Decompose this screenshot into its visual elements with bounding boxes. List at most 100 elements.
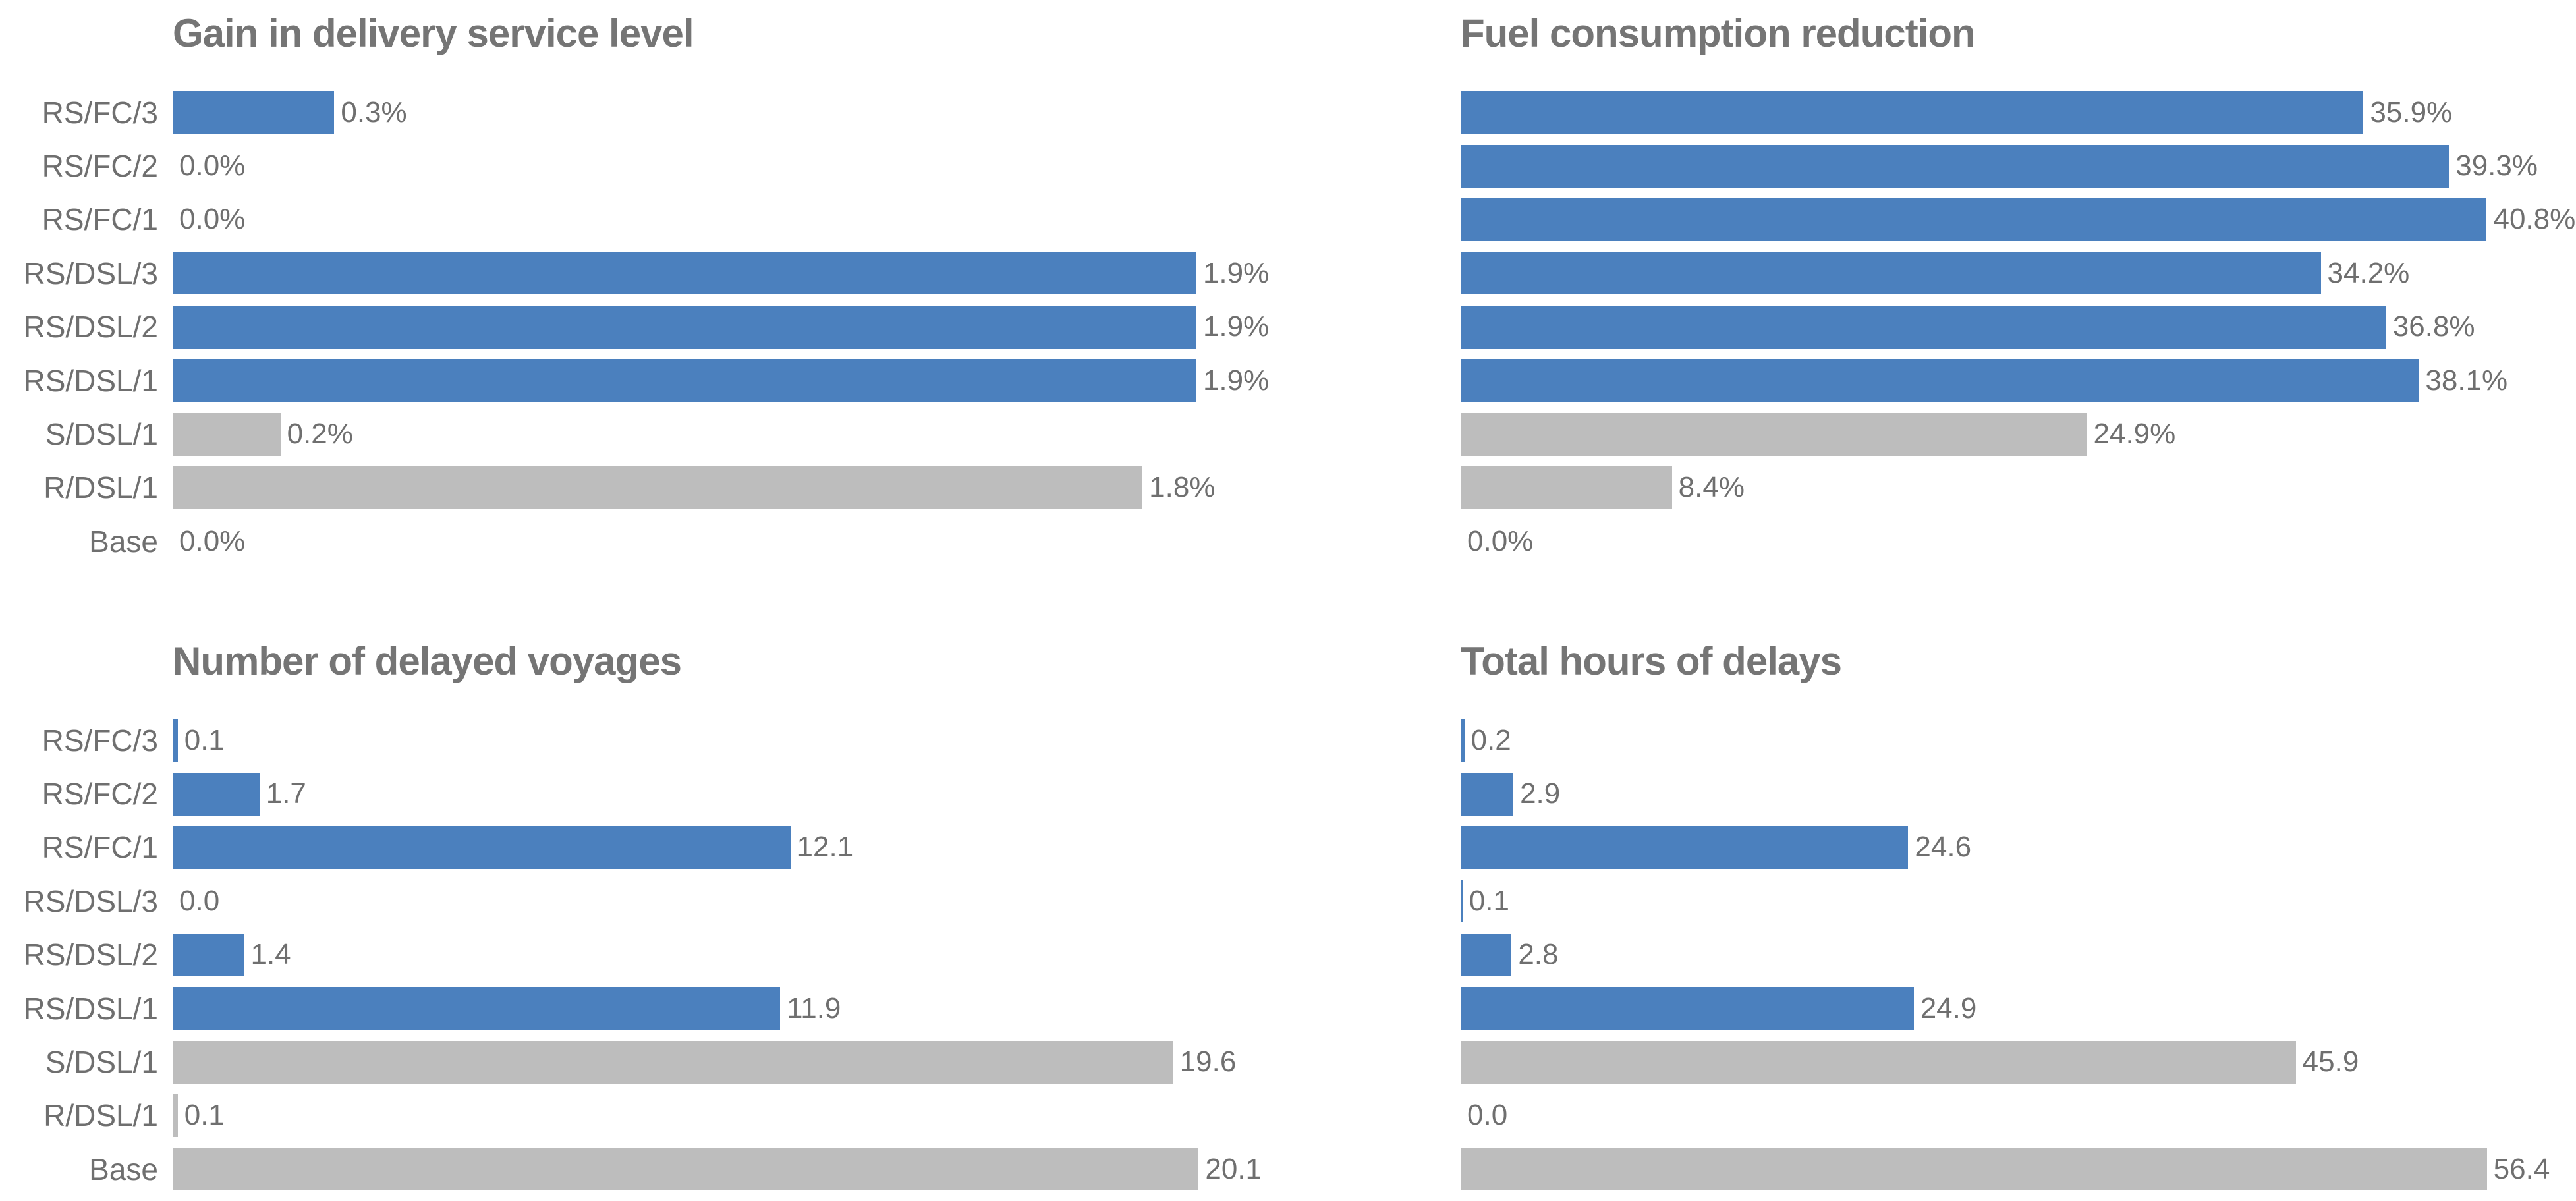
chart-row: 38.1%	[1288, 354, 2576, 407]
category-label: RS/FC/1	[42, 830, 158, 865]
value-label: 24.9%	[2093, 418, 2176, 451]
bar	[1461, 880, 1463, 923]
bar-track: 0.0%	[173, 520, 1288, 563]
bar-track: 1.9%	[173, 305, 1288, 349]
chart-row: RS/FC/2 0.0%	[0, 139, 1288, 192]
category-label: Base	[89, 1152, 158, 1187]
chart-row: R/DSL/1 0.1	[0, 1089, 1288, 1142]
value-label: 20.1	[1205, 1152, 1262, 1185]
bar-track: 1.8%	[173, 466, 1288, 509]
bar-track: 35.9%	[1461, 91, 2576, 134]
chart-row: RS/DSL/1 11.9	[0, 982, 1288, 1035]
chart-row: 24.9	[1288, 982, 2576, 1035]
value-label: 0.1	[184, 723, 225, 756]
bar	[1461, 252, 2321, 295]
bar	[1461, 825, 1909, 869]
bar	[173, 933, 244, 976]
chart-row: RS/DSL/1 1.9%	[0, 354, 1288, 407]
bar	[173, 719, 178, 762]
bar	[1461, 987, 1914, 1030]
value-label: 0.0%	[179, 524, 246, 557]
value-label: 0.0	[1467, 1099, 1508, 1132]
bar	[173, 91, 335, 134]
value-label: 0.1	[184, 1099, 225, 1132]
bar-track: 36.8%	[1461, 305, 2576, 349]
bar-track: 1.7	[173, 772, 1288, 816]
bar-track: 24.6	[1461, 825, 2576, 869]
bar-track: 1.4	[173, 933, 1288, 976]
value-label: 56.4	[2493, 1152, 2550, 1185]
chart-row: 0.0	[1288, 1089, 2576, 1142]
chart-rows: 0.2 2.9 24.6 0.1 2.8 24.9 45.9 0.0 56.4	[1288, 713, 2576, 1196]
value-label: 24.6	[1915, 831, 1972, 864]
category-label: R/DSL/1	[43, 470, 158, 505]
chart-row: S/DSL/1 0.2%	[0, 407, 1288, 461]
bar	[1461, 412, 2087, 456]
category-label: S/DSL/1	[45, 417, 158, 452]
chart-title: Number of delayed voyages	[173, 639, 682, 683]
bar	[1461, 466, 1672, 509]
value-label: 19.6	[1179, 1046, 1237, 1078]
value-label: 1.9%	[1202, 310, 1270, 343]
value-label: 39.3%	[2455, 150, 2538, 182]
bar-track: 0.1	[173, 1094, 1288, 1137]
chart-title: Fuel consumption reduction	[1461, 11, 1976, 55]
bar	[173, 305, 1196, 349]
bar	[173, 987, 781, 1030]
bar-track: 24.9%	[1461, 412, 2576, 456]
bar-track: 0.0%	[173, 198, 1288, 241]
category-label: Base	[89, 524, 158, 559]
bar	[1461, 772, 1514, 816]
bar-track: 19.6	[173, 1040, 1288, 1084]
bar	[173, 1094, 178, 1137]
chart-row: 39.3%	[1288, 139, 2576, 192]
category-label: RS/DSL/3	[23, 883, 158, 918]
chart-row: 2.8	[1288, 928, 2576, 982]
bar-track: 38.1%	[1461, 359, 2576, 403]
chart-total-hours-of-delays: Total hours of delays 0.2 2.9 24.6 0.1 2.8 24…	[1288, 600, 2576, 1201]
value-label: 0.3%	[341, 96, 407, 128]
chart-row: RS/DSL/3 1.9%	[0, 246, 1288, 300]
value-label: 0.2%	[287, 418, 353, 451]
chart-row: 34.2%	[1288, 246, 2576, 300]
chart-row: 35.9%	[1288, 86, 2576, 139]
value-label: 1.7	[266, 777, 306, 810]
chart-rows: RS/FC/3 0.1 RS/FC/2 1.7 RS/FC/1 12.1 RS/DSL/3 0…	[0, 713, 1288, 1196]
chart-title: Gain in delivery service level	[173, 11, 694, 55]
chart-row: 0.2	[1288, 713, 2576, 767]
category-label: RS/FC/2	[42, 149, 158, 184]
bar	[173, 252, 1196, 295]
bar-track: 24.9	[1461, 987, 2576, 1030]
chart-row: 40.8%	[1288, 193, 2576, 246]
category-label: RS/DSL/2	[23, 937, 158, 972]
bar	[173, 1040, 1173, 1084]
chart-row: R/DSL/1 1.8%	[0, 461, 1288, 515]
chart-row: 2.9	[1288, 767, 2576, 820]
value-label: 0.1	[1469, 884, 1509, 917]
bar-track: 2.9	[1461, 772, 2576, 816]
value-label: 45.9	[2302, 1046, 2359, 1078]
bar-track: 8.4%	[1461, 466, 2576, 509]
bar-track: 0.0	[173, 880, 1288, 922]
value-label: 12.1	[797, 831, 854, 864]
value-label: 0.0%	[179, 150, 246, 182]
value-label: 36.8%	[2392, 310, 2475, 343]
category-label: RS/FC/3	[42, 95, 158, 130]
chart-row: 56.4	[1288, 1142, 2576, 1196]
bar	[173, 825, 791, 869]
category-label: RS/FC/3	[42, 723, 158, 758]
category-label: RS/FC/1	[42, 202, 158, 237]
bar	[173, 1148, 1199, 1191]
bar-track: 0.1	[1461, 880, 2576, 923]
bar-track: 0.2	[1461, 719, 2576, 762]
value-label: 2.9	[1520, 777, 1561, 810]
bar	[1461, 1148, 2487, 1191]
chart-row: 0.1	[1288, 874, 2576, 928]
category-label: RS/DSL/1	[23, 363, 158, 398]
value-label: 1.4	[250, 938, 291, 971]
bar-track: 39.3%	[1461, 144, 2576, 188]
bar	[173, 412, 281, 456]
chart-row: RS/FC/3 0.3%	[0, 86, 1288, 139]
bar	[1461, 144, 2450, 188]
